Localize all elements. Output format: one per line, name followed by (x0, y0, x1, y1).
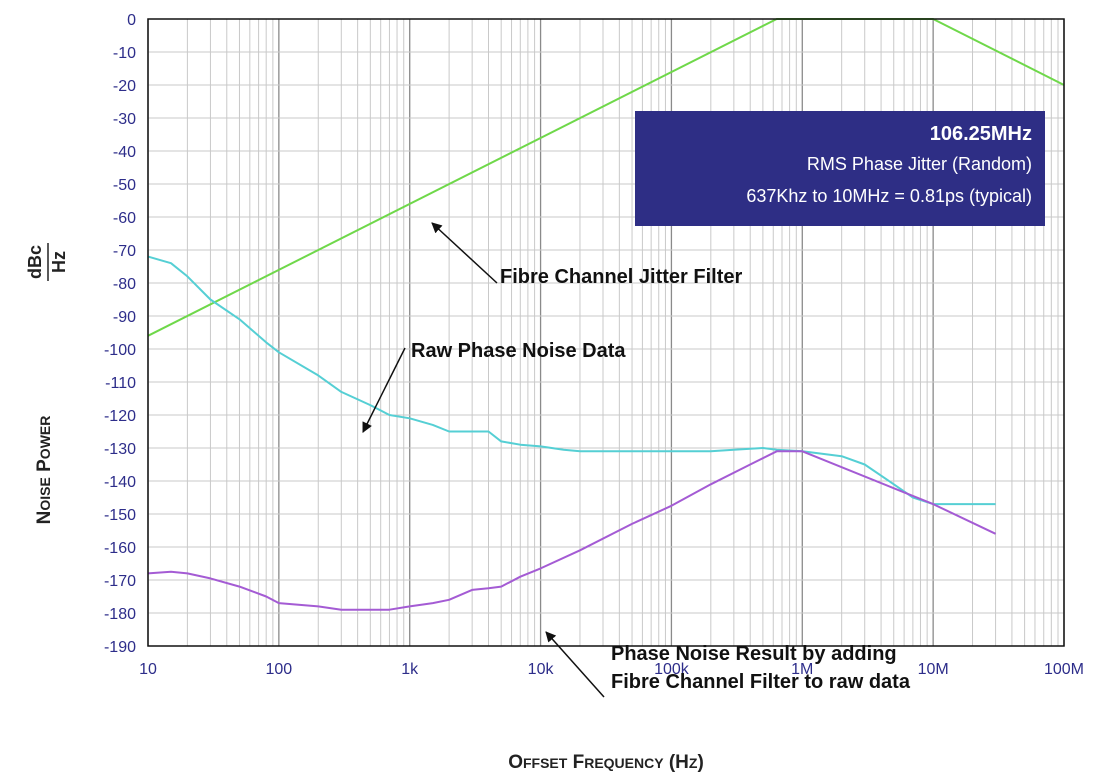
x-tick-label: 1M (791, 661, 813, 678)
y-axis-unit-denominator: Hz (49, 251, 69, 273)
y-tick-label: -190 (104, 639, 136, 656)
jitter-filter-arrow (431, 222, 498, 284)
series-filtered-result (147, 450, 997, 611)
x-tick-label: 100k (654, 661, 690, 678)
y-tick-label: -60 (113, 210, 136, 227)
y-tick-label: -170 (104, 573, 136, 590)
info-box-line2: 637Khz to 10MHz = 0.81ps (typical) (746, 186, 1032, 206)
major-gridlines (147, 18, 1065, 647)
y-tick-label: -20 (113, 78, 136, 95)
annotation-jitter-filter: Fibre Channel Jitter Filter (500, 266, 742, 288)
annotation-result-line2: Fibre Channel Filter to raw data (611, 671, 911, 693)
y-tick-label: -150 (104, 507, 136, 524)
y-tick-labels: 0 -10 -20 -30 -40 -50 -60 -70 -80 -90 -100 -110 -120… (104, 12, 136, 656)
annotation-result-line1: Phase Noise Result by adding (611, 643, 897, 665)
series-raw-phase-noise (147, 255, 996, 506)
y-tick-label: 0 (127, 12, 136, 29)
x-axis-label: OFFSET FREQUENCY (HZ) (508, 752, 704, 773)
annotation-raw-phase-noise: Raw Phase Noise Data (411, 340, 626, 362)
raw-noise-arrow (362, 347, 406, 433)
y-tick-label: -40 (113, 144, 136, 161)
x-tick-label: 100M (1044, 661, 1084, 678)
x-tick-labels: 10 100 1k 10k 100k 1M 10M 100M (139, 661, 1084, 678)
x-tick-label: 10k (528, 661, 555, 678)
y-tick-label: -80 (113, 276, 136, 293)
y-axis-unit-numerator: dBc (25, 245, 45, 279)
x-tick-label: 10M (918, 661, 949, 678)
y-tick-label: -160 (104, 540, 136, 557)
info-box-line1: RMS Phase Jitter (Random) (807, 154, 1032, 174)
info-box-background (635, 111, 1045, 226)
minor-gridlines (186, 19, 1059, 646)
y-tick-label: -30 (113, 111, 136, 128)
y-tick-label: -100 (104, 342, 136, 359)
x-tick-label: 10 (139, 661, 157, 678)
info-box-title: 106.25MHz (930, 123, 1032, 145)
plot-frame (147, 18, 1065, 647)
y-tick-label: -110 (105, 375, 136, 392)
y-tick-label: -90 (113, 309, 136, 326)
y-axis-label: NOISE POWER dBc Hz (25, 243, 69, 524)
y-tick-label: -10 (113, 45, 136, 62)
y-tick-label: -50 (113, 177, 136, 194)
y-tick-label: -130 (104, 441, 136, 458)
x-tick-label: 1k (401, 661, 419, 678)
y-tick-label: -180 (104, 606, 136, 623)
y-tick-label: -140 (104, 474, 136, 491)
result-arrow (545, 631, 605, 698)
y-tick-label: -120 (104, 408, 136, 425)
x-tick-label: 100 (266, 661, 293, 678)
y-axis-label-main: NOISE POWER (34, 416, 55, 525)
info-box: 106.25MHz RMS Phase Jitter (Random) 637K… (635, 111, 1045, 226)
y-tick-label: -70 (113, 243, 136, 260)
